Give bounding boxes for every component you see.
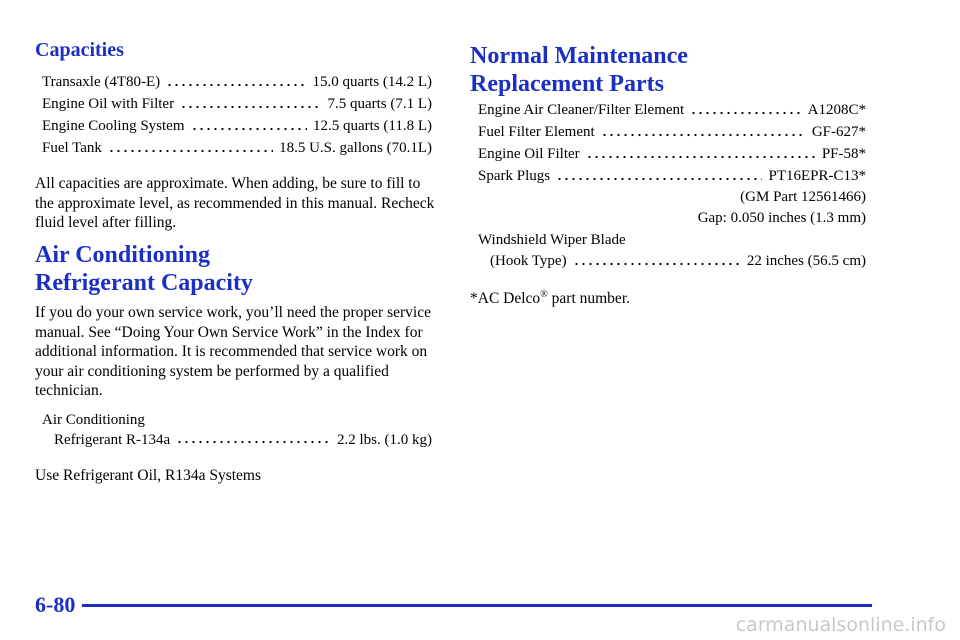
watermark: carmanualsonline.info <box>735 614 946 636</box>
item-value: 7.5 quarts (7.1 L) <box>327 96 432 112</box>
list-item: Spark Plugs PT16EPR-C13* <box>478 165 866 187</box>
section-heading: Normal Maintenance Replacement Parts <box>470 42 688 98</box>
item-label: Fuel Tank <box>42 140 102 156</box>
item-label: (Hook Type) <box>490 253 567 269</box>
parts-list: Engine Air Cleaner/Filter Element A1208C*… <box>478 99 866 272</box>
item-value: PT16EPR-C13* <box>768 168 866 184</box>
item-value: 18.5 U.S. gallons (70.1L) <box>279 140 432 156</box>
section-heading: Capacities <box>35 39 124 61</box>
item-value: 12.5 quarts (11.8 L) <box>312 118 432 134</box>
note: Use Refrigerant Oil, R134a Systems <box>35 467 262 484</box>
item-label: Spark Plugs <box>478 168 551 184</box>
paragraph: If you do your own service work, you’ll … <box>35 304 431 399</box>
heading-line: Replacement Parts <box>470 71 664 97</box>
list-item: Transaxle (4T80-E) 15.0 quarts (14.2 L) <box>42 71 432 93</box>
footer-rule <box>82 604 872 607</box>
item-label: Engine Oil with Filter <box>42 96 175 112</box>
item-label: Windshield Wiper Blade <box>478 232 626 248</box>
item-detail: Gap: 0.050 inches (1.3 mm) <box>697 210 866 226</box>
list-item: Engine Oil with Filter 7.5 quarts (7.1 L) <box>42 93 432 115</box>
heading-line: Normal Maintenance <box>470 43 688 69</box>
footnote-text: part number. <box>551 290 630 308</box>
item-label: Engine Cooling System <box>42 118 185 134</box>
section-heading: Air Conditioning Refrigerant Capacity <box>35 241 253 297</box>
heading-line: Air Conditioning <box>35 242 210 268</box>
item-value: PF-58* <box>821 146 866 162</box>
registered-mark: ® <box>540 289 548 300</box>
list-item: Engine Air Cleaner/Filter Element A1208C* <box>478 99 866 121</box>
footnote: *AC Delco® part number. <box>470 285 630 309</box>
item-value: GF-627* <box>811 124 866 140</box>
item-label: Air Conditioning <box>42 412 145 428</box>
item-value: 15.0 quarts (14.2 L) <box>312 74 432 90</box>
list-item: Fuel Filter Element GF-627* <box>478 121 866 143</box>
item-label: Refrigerant R-134a <box>54 432 171 448</box>
note: All capacities are approximate. When add… <box>35 175 435 231</box>
footnote-text: *AC Delco <box>470 290 541 308</box>
item-label: Transaxle (4T80-E) <box>42 74 161 90</box>
item-value: 22 inches (56.5 cm) <box>746 253 866 269</box>
item-value: 2.2 lbs. (1.0 kg) <box>337 432 432 448</box>
ac-item: Air Conditioning Refrigerant R-134a 2.2 l… <box>42 410 432 450</box>
capacity-list: Transaxle (4T80-E) 15.0 quarts (14.2 L) E… <box>42 71 432 159</box>
list-item: Engine Cooling System 12.5 quarts (11.8 L… <box>42 115 432 137</box>
list-item: Engine Oil Filter PF-58* <box>478 143 866 165</box>
item-label: Engine Air Cleaner/Filter Element <box>478 102 685 118</box>
heading-line: Refrigerant Capacity <box>35 270 253 296</box>
item-label: Fuel Filter Element <box>478 124 595 140</box>
item-label: Engine Oil Filter <box>478 146 580 162</box>
item-detail: (GM Part 12561466) <box>740 189 866 205</box>
page-number: 6-80 <box>35 592 76 617</box>
item-value: A1208C* <box>807 102 866 118</box>
list-item: Fuel Tank 18.5 U.S. gallons (70.1L) <box>42 137 432 159</box>
